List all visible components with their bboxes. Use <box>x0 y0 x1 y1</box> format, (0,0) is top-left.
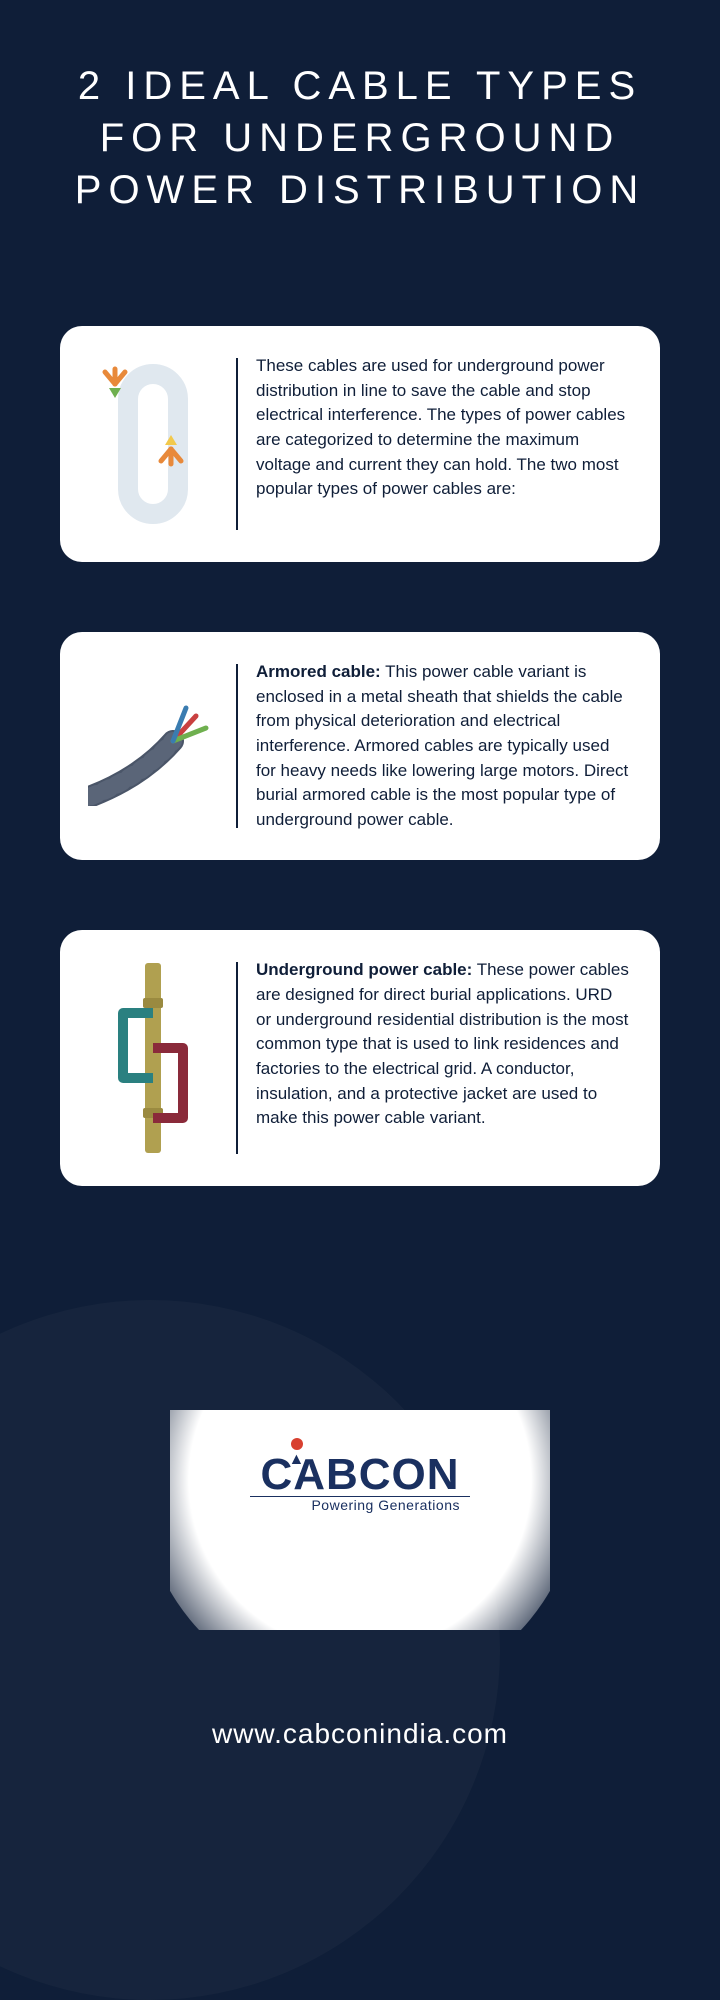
underground-card: Underground power cable: These power cab… <box>60 930 660 1186</box>
logo-brand: ▲ CABCON <box>260 1450 459 1500</box>
intro-text: These cables are used for underground po… <box>256 354 632 534</box>
intro-body: These cables are used for underground po… <box>256 356 625 498</box>
logo-area: ▲ CABCON Powering Generations <box>170 1410 550 1630</box>
armored-cable-icon <box>88 660 218 832</box>
card-divider <box>236 664 238 828</box>
card-divider <box>236 962 238 1154</box>
website-url: www.cabconindia.com <box>0 1718 720 1750</box>
cards-container: These cables are used for underground po… <box>0 216 720 1186</box>
intro-card: These cables are used for underground po… <box>60 326 660 562</box>
card-divider <box>236 358 238 530</box>
logo: ▲ CABCON Powering Generations <box>170 1450 550 1513</box>
underground-title: Underground power cable: <box>256 960 472 979</box>
armored-text: Armored cable: This power cable variant … <box>256 660 632 832</box>
background-curve <box>0 1300 500 2000</box>
logo-glow <box>170 1410 550 1630</box>
armored-card: Armored cable: This power cable variant … <box>60 632 660 860</box>
underground-text: Underground power cable: These power cab… <box>256 958 632 1158</box>
armored-body: This power cable variant is enclosed in … <box>256 662 628 829</box>
underground-cable-icon <box>88 958 218 1158</box>
logo-caret-icon: ▲ <box>288 1451 305 1469</box>
armored-title: Armored cable: <box>256 662 381 681</box>
underground-body: These power cables are designed for dire… <box>256 960 629 1127</box>
cable-loop-icon <box>88 354 218 534</box>
page-title: 2 IDEAL CABLE TYPES FOR UNDERGROUND POWE… <box>0 0 720 216</box>
